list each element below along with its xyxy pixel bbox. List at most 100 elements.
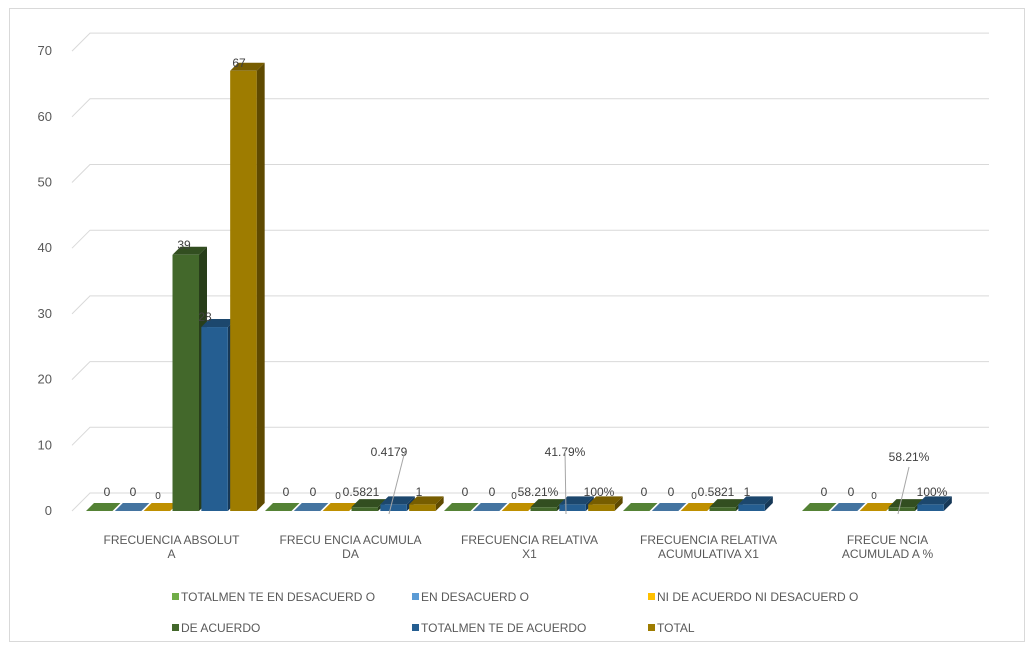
bar-top — [802, 503, 837, 511]
bar-top — [143, 503, 179, 511]
x-category-label: ACUMULATIVA X1 — [658, 547, 759, 561]
legend: TOTALMEN TE EN DESACUERD O EN DESACUERD O… — [172, 590, 858, 635]
bar-top — [830, 503, 866, 511]
data-label: 0.4179 — [371, 445, 408, 459]
data-label: 0 — [155, 491, 161, 502]
bar — [201, 327, 228, 511]
data-label: 0 — [848, 485, 855, 499]
data-label: 0 — [310, 485, 317, 499]
data-label: 100% — [584, 485, 615, 499]
leader-line — [897, 466, 910, 515]
bar-top — [380, 496, 415, 505]
bar-top — [709, 499, 744, 508]
y-tick-label: 20 — [38, 372, 52, 387]
x-category-label: FRECUE NCIA — [847, 533, 928, 547]
data-label: 0 — [130, 485, 137, 499]
bars — [86, 62, 952, 512]
bar-top — [293, 503, 329, 511]
bar-top — [680, 503, 716, 511]
bar — [917, 504, 944, 511]
bar-top — [172, 246, 207, 255]
gridline — [71, 98, 989, 118]
x-category-label: FRECUENCIA RELATIVA — [640, 533, 777, 547]
bar-side — [943, 496, 952, 511]
legend-label: TOTALMEN TE EN DESACUERD O — [181, 590, 375, 604]
data-label: 0 — [462, 485, 469, 499]
legend-label: TOTAL — [657, 621, 695, 635]
legend-label: EN DESACUERD O — [421, 590, 529, 604]
legend-swatch — [648, 624, 655, 631]
gridline — [71, 426, 989, 446]
bar-top — [559, 496, 594, 505]
bar — [380, 504, 407, 511]
bar — [709, 507, 736, 511]
data-label: 0 — [871, 491, 877, 502]
bar-top — [888, 499, 923, 508]
gridlines — [71, 32, 989, 512]
y-tick-label: 10 — [38, 437, 52, 452]
bar-top — [322, 503, 358, 511]
data-label: 58.21% — [889, 450, 930, 464]
y-tick-label: 70 — [38, 43, 52, 58]
gridline — [71, 361, 989, 380]
bar — [172, 254, 199, 511]
bar-top — [114, 503, 150, 511]
y-tick-label: 60 — [38, 109, 52, 124]
gridline — [71, 32, 989, 52]
data-label: 100% — [917, 485, 948, 499]
legend-label: DE ACUERDO — [181, 621, 260, 635]
data-label: 0 — [335, 491, 341, 502]
x-category-label: FRECUENCIA RELATIVA — [461, 533, 598, 547]
bar-top — [86, 503, 121, 511]
bar — [409, 504, 436, 511]
data-label: 0 — [668, 485, 675, 499]
data-label: 0 — [641, 485, 648, 499]
bar-top — [501, 503, 537, 511]
bar-top — [651, 503, 687, 511]
bar-chart: 0 10 20 30 40 50 60 70 0 0 0 0 0 0 0 0 0 0 0 0 0 0 0 39 0.5821 5… — [38, 32, 989, 635]
x-category-label: X1 — [522, 547, 537, 561]
gridline — [71, 164, 989, 183]
bar — [230, 70, 257, 511]
bar-top — [623, 503, 658, 511]
bar-top — [917, 496, 952, 505]
y-tick-label: 40 — [38, 240, 52, 255]
y-tick-label: 30 — [38, 306, 52, 321]
bar-top — [472, 503, 508, 511]
legend-swatch — [412, 624, 419, 631]
bar-top — [444, 503, 479, 511]
legend-swatch — [412, 593, 419, 600]
bar-side — [614, 496, 623, 511]
data-label: 58.21% — [518, 485, 559, 499]
bar-side — [764, 496, 773, 511]
data-label: 1 — [744, 485, 751, 499]
x-category-label: DA — [342, 547, 359, 561]
y-axis: 0 10 20 30 40 50 60 70 — [38, 43, 52, 518]
bar-top — [230, 62, 265, 71]
bar-top — [588, 496, 623, 505]
data-label: 0 — [691, 491, 697, 502]
legend-swatch — [172, 593, 179, 600]
bar — [738, 504, 765, 511]
data-label: 0 — [283, 485, 290, 499]
gridline — [71, 295, 989, 315]
bar-top — [409, 496, 444, 505]
gridline — [71, 229, 989, 249]
bar — [351, 507, 378, 511]
x-category-label: ACUMULAD A % — [842, 547, 934, 561]
chart-frame: 0 10 20 30 40 50 60 70 0 0 0 0 0 0 0 0 0 0 0 0 0 0 0 39 0.5821 5… — [9, 8, 1025, 642]
bar-top — [530, 499, 565, 508]
data-label: 0 — [104, 485, 111, 499]
bar — [888, 507, 915, 511]
data-label: 0.5821 — [698, 485, 735, 499]
data-label: 0.5821 — [343, 485, 380, 499]
bar-top — [265, 503, 300, 511]
gridline — [71, 492, 989, 512]
x-category-label: FRECU ENCIA ACUMULA — [279, 533, 421, 547]
legend-swatch — [648, 593, 655, 600]
bar-top — [738, 496, 773, 505]
bar-top — [859, 503, 895, 511]
data-label: 28 — [198, 310, 212, 324]
data-label: 0 — [511, 491, 517, 502]
